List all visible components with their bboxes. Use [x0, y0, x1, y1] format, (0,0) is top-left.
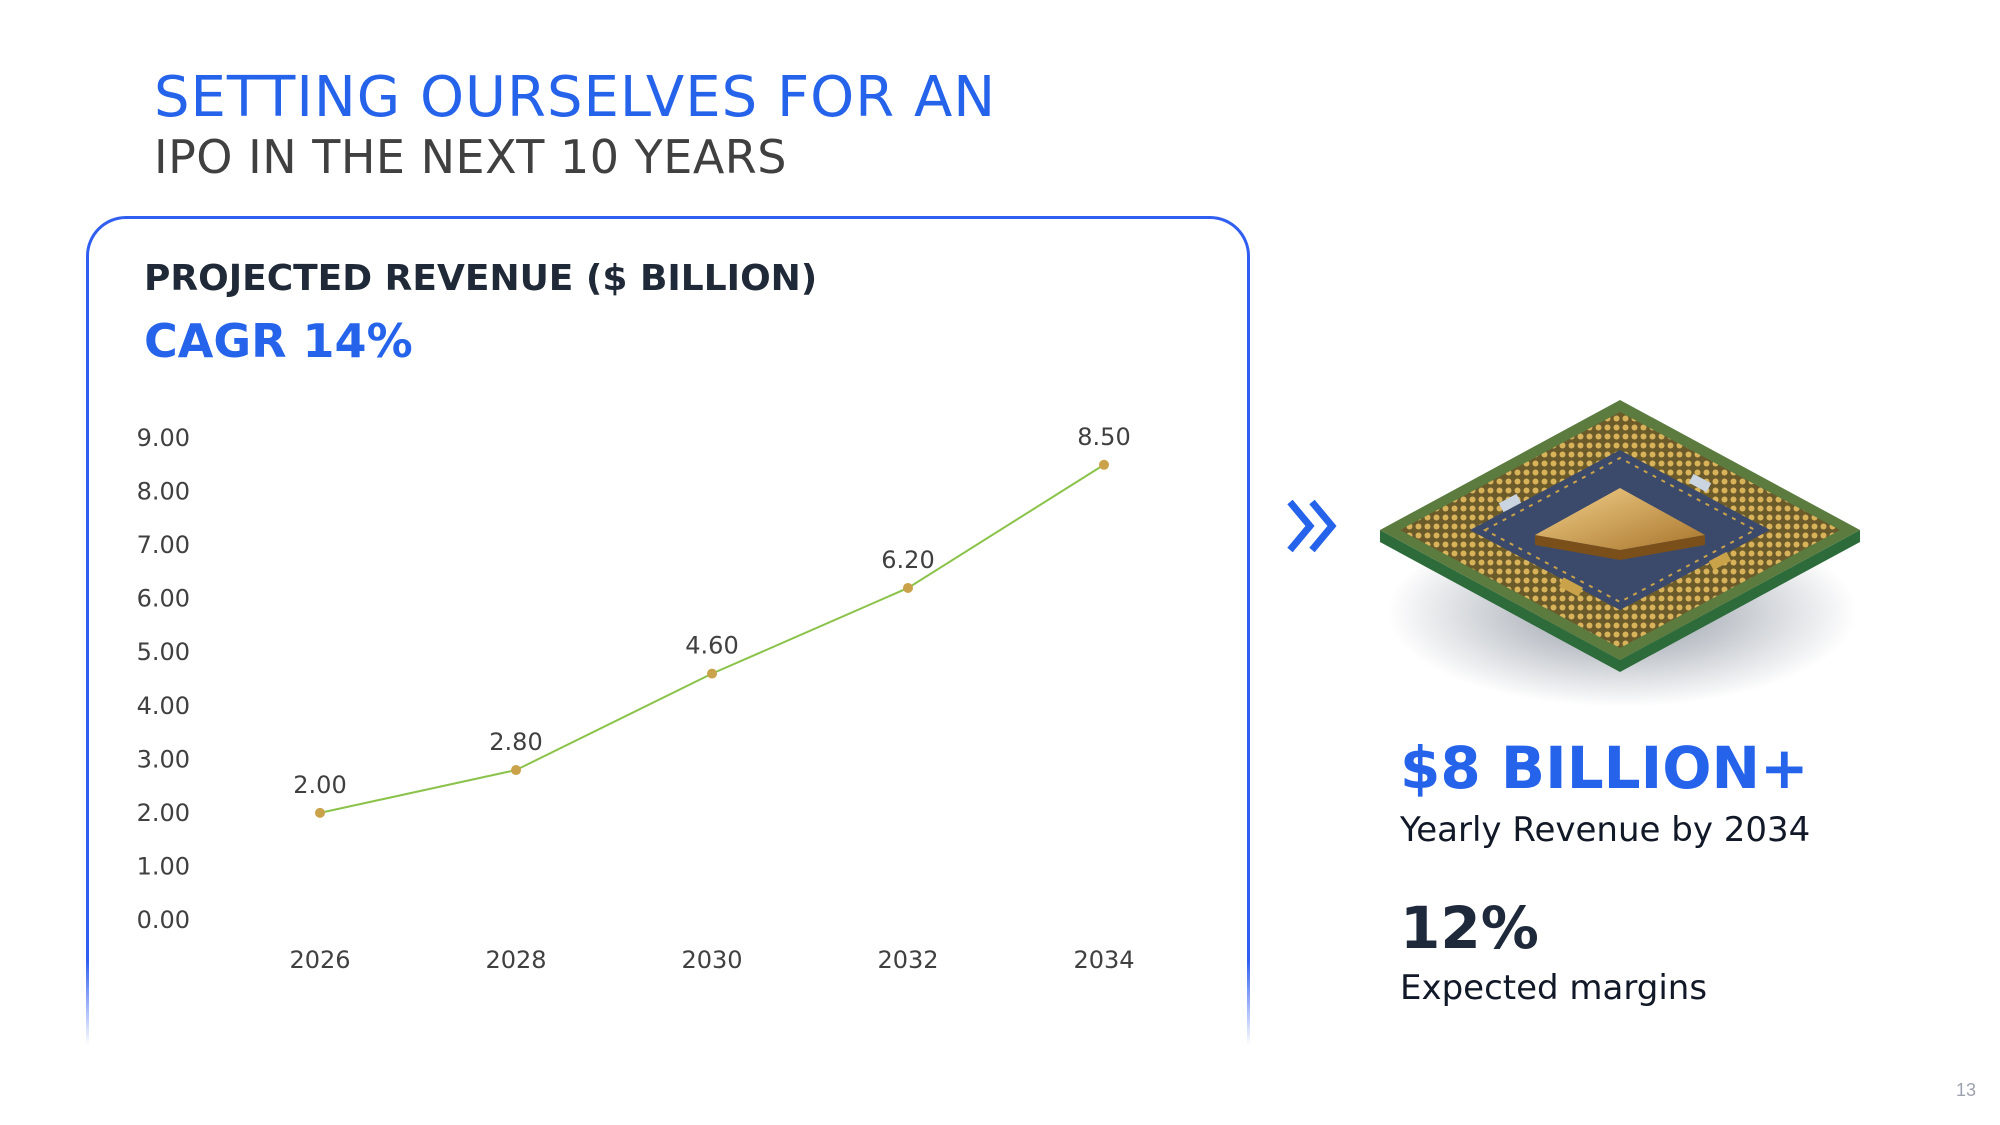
data-label: 4.60 — [685, 632, 738, 660]
x-tick-label: 2034 — [1073, 946, 1134, 974]
x-tick-label: 2028 — [485, 946, 546, 974]
y-tick-label: 3.00 — [137, 745, 190, 773]
title-line-2: IPO IN THE NEXT 10 YEARS — [154, 130, 787, 184]
y-tick-label: 2.00 — [137, 799, 190, 827]
data-point — [707, 668, 717, 679]
title-line-1: SETTING OURSELVES FOR AN — [154, 65, 997, 130]
revenue-stat-value: $8 BILLION+ — [1400, 734, 1809, 802]
data-point — [903, 582, 913, 593]
chart-heading: PROJECTED REVENUE ($ BILLION) — [144, 258, 818, 299]
y-tick-label: 1.00 — [137, 852, 190, 880]
y-tick-label: 9.00 — [137, 424, 190, 452]
data-label: 2.00 — [293, 771, 346, 799]
page-number: 13 — [1956, 1080, 1977, 1100]
y-tick-label: 5.00 — [137, 638, 190, 666]
y-tick-label: 0.00 — [137, 906, 190, 934]
data-label: 8.50 — [1077, 423, 1130, 451]
data-label: 2.80 — [489, 728, 542, 756]
data-point — [1099, 459, 1109, 470]
y-tick-label: 6.00 — [137, 585, 190, 613]
x-tick-label: 2026 — [289, 946, 350, 974]
cagr-label: CAGR 14% — [144, 314, 413, 368]
data-point — [315, 807, 325, 818]
processor-chip-icon — [1380, 400, 1860, 707]
y-tick-label: 4.00 — [137, 692, 190, 720]
slide-title: SETTING OURSELVES FOR AN IPO IN THE NEXT… — [154, 65, 997, 184]
data-point — [511, 765, 521, 776]
y-tick-label: 8.00 — [137, 478, 190, 506]
revenue-stat-label: Yearly Revenue by 2034 — [1400, 810, 1811, 850]
data-label: 6.20 — [881, 546, 934, 574]
card-fade — [80, 960, 1260, 1060]
revenue-line-chart: 0.00 1.00 2.00 3.00 4.00 5.00 6.00 7.00 8.00 9.00… — [137, 423, 1135, 974]
x-tick-label: 2030 — [681, 946, 742, 974]
double-chevron-right-icon — [1287, 499, 1337, 553]
margin-stat-label: Expected margins — [1400, 968, 1708, 1008]
x-tick-label: 2032 — [877, 946, 938, 974]
revenue-chart-card — [86, 216, 1250, 1046]
margin-stat-value: 12% — [1400, 894, 1539, 962]
y-tick-label: 7.00 — [137, 531, 190, 559]
